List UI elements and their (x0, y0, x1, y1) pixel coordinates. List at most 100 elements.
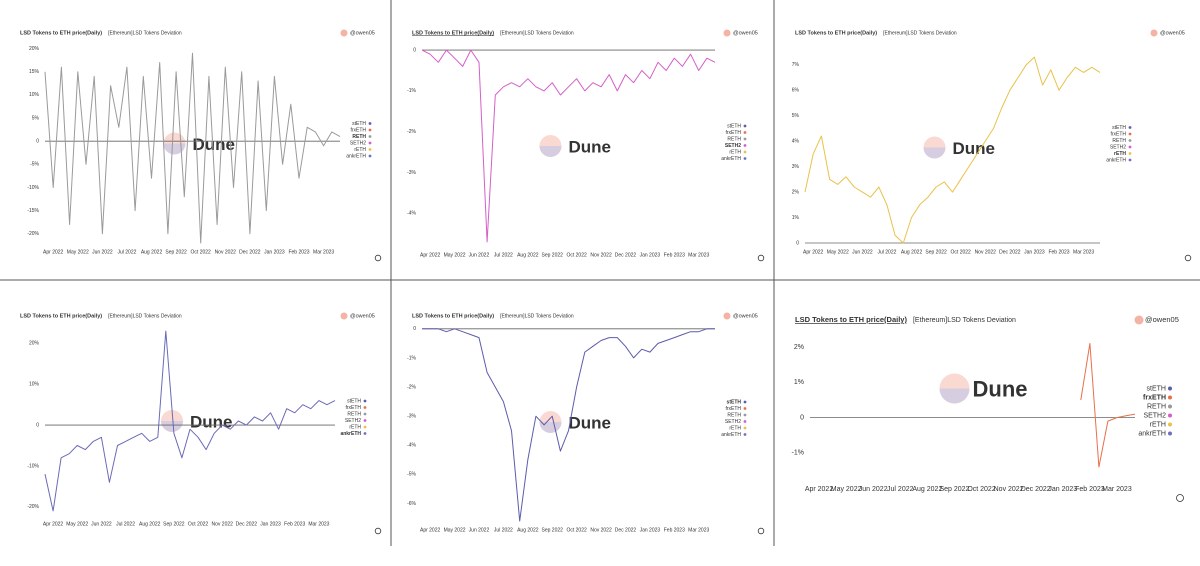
legend-swatch (1128, 126, 1132, 129)
legend-label: ankrETH (346, 153, 366, 159)
y-tick-label: 20% (29, 341, 40, 347)
x-tick-label: Jul 2022 (494, 252, 513, 258)
x-tick-label: Aug 2022 (912, 486, 942, 493)
legend-swatch (1168, 404, 1172, 409)
y-tick-label: -2% (407, 384, 416, 390)
legend-label: stETH (1112, 125, 1126, 131)
legend-swatch (368, 135, 372, 138)
y-tick-label: -2% (407, 129, 416, 135)
x-tick-label: Nov 2022 (590, 252, 612, 258)
x-tick-label: Jul 2022 (877, 249, 896, 255)
chart-subtitle: [Ethereum]LSD Tokens Deviation (108, 30, 182, 36)
y-tick-label: -1% (792, 450, 804, 457)
y-tick-label: -3% (407, 170, 416, 176)
legend-label: SETH2 (345, 418, 361, 424)
y-tick-label: 0 (36, 422, 39, 428)
legend-swatch (368, 141, 372, 145)
x-tick-label: Apr 2022 (420, 252, 441, 258)
legend-label: ankrETH (721, 156, 741, 162)
legend-swatch (1168, 386, 1172, 391)
x-tick-label: Oct 2022 (191, 249, 212, 255)
y-tick-label: 7% (792, 62, 800, 68)
x-tick-label: Aug 2022 (139, 521, 161, 527)
watermark: Dune (569, 413, 612, 432)
legend-swatch (743, 124, 747, 128)
legend-label: SETH2 (1143, 412, 1166, 419)
data-line (804, 56, 1101, 244)
y-tick-label: 0 (36, 139, 39, 145)
x-tick-label: Feb 2023 (664, 527, 685, 533)
legend-label: SETH2 (725, 143, 741, 149)
legend-label: frxETH (1110, 131, 1126, 137)
watermark: Dune (190, 412, 233, 431)
legend-swatch (363, 432, 367, 435)
x-tick-label: Jul 2022 (117, 249, 136, 255)
legend-label: rETH (729, 149, 741, 155)
data-line (421, 49, 716, 243)
x-tick-label: Nov 2022 (212, 521, 234, 527)
legend-label: RETH (352, 134, 366, 140)
legend-label: SETH2 (725, 419, 741, 425)
legend-swatch (368, 122, 372, 125)
x-tick-label: Mar 2023 (688, 252, 709, 258)
x-tick-label: Feb 2023 (284, 521, 305, 527)
legend-label: ankrETH (1106, 157, 1126, 163)
x-tick-label: Sep 2022 (542, 527, 564, 533)
legend-label: RETH (1112, 138, 1126, 144)
y-tick-label: -5% (30, 162, 39, 168)
x-tick-label: Jun 2022 (92, 249, 113, 255)
chart-panel: LSD Tokens to ETH price(Daily) [Ethereum]… (792, 29, 1192, 262)
x-tick-label: Jan 2023 (640, 252, 661, 258)
y-tick-label: 0 (413, 326, 416, 332)
x-tick-label: Feb 2023 (1048, 249, 1069, 255)
chart-title: LSD Tokens to ETH price(Daily) (412, 313, 494, 319)
chart-title: LSD Tokens to ETH price(Daily) (795, 30, 877, 36)
x-tick-label: Sep 2022 (165, 249, 187, 255)
legend-label: ankrETH (1138, 430, 1166, 437)
author-avatar (340, 29, 348, 37)
legend-swatch (743, 420, 747, 423)
author-avatar (1150, 29, 1158, 37)
legend-swatch (1128, 158, 1132, 162)
x-tick-label: Feb 2023 (1075, 486, 1105, 493)
x-tick-label: Sep 2022 (163, 521, 185, 527)
author-avatar (1134, 315, 1144, 325)
x-tick-label: Nov 2022 (215, 249, 237, 255)
author: @owen05 (733, 30, 758, 36)
x-tick-label: Jul 2022 (887, 486, 914, 493)
x-tick-label: Dec 2022 (615, 252, 637, 258)
legend-label: stETH (727, 123, 741, 129)
x-tick-label: May 2022 (831, 486, 862, 493)
chart-subtitle: [Ethereum]LSD Tokens Deviation (108, 313, 182, 319)
x-tick-label: Mar 2023 (1102, 486, 1132, 493)
chart-panel: LSD Tokens to ETH price(Daily) [Ethereum]… (407, 29, 765, 262)
author-avatar (723, 312, 731, 320)
y-tick-label: 10% (29, 382, 40, 388)
y-tick-label: 2% (792, 189, 800, 195)
x-tick-label: Oct 2022 (566, 252, 587, 258)
x-tick-label: Aug 2022 (141, 249, 163, 255)
watermark-logo (163, 143, 186, 155)
y-tick-label: -4% (407, 443, 416, 449)
refresh-icon (1184, 254, 1192, 262)
x-tick-label: Jun 2022 (469, 527, 490, 533)
author: @owen05 (1160, 30, 1185, 36)
y-tick-label: 0 (800, 414, 804, 421)
watermark-logo (939, 388, 970, 404)
x-tick-label: Jun 2022 (852, 249, 873, 255)
legend-label: stETH (347, 398, 361, 404)
x-tick-label: Oct 2022 (566, 527, 587, 533)
legend-swatch (743, 150, 747, 154)
x-tick-label: Dec 2022 (615, 527, 637, 533)
x-tick-label: Oct 2022 (951, 249, 972, 255)
legend-swatch (1168, 413, 1172, 418)
watermark: Dune (193, 135, 236, 154)
x-tick-label: May 2022 (827, 249, 849, 255)
legend-swatch (363, 419, 367, 422)
x-tick-label: Nov 2022 (994, 486, 1024, 493)
legend-swatch (363, 406, 367, 409)
y-tick-label: -1% (407, 88, 416, 94)
x-tick-label: Apr 2022 (43, 521, 64, 527)
chart-title: LSD Tokens to ETH price(Daily) (412, 30, 494, 36)
